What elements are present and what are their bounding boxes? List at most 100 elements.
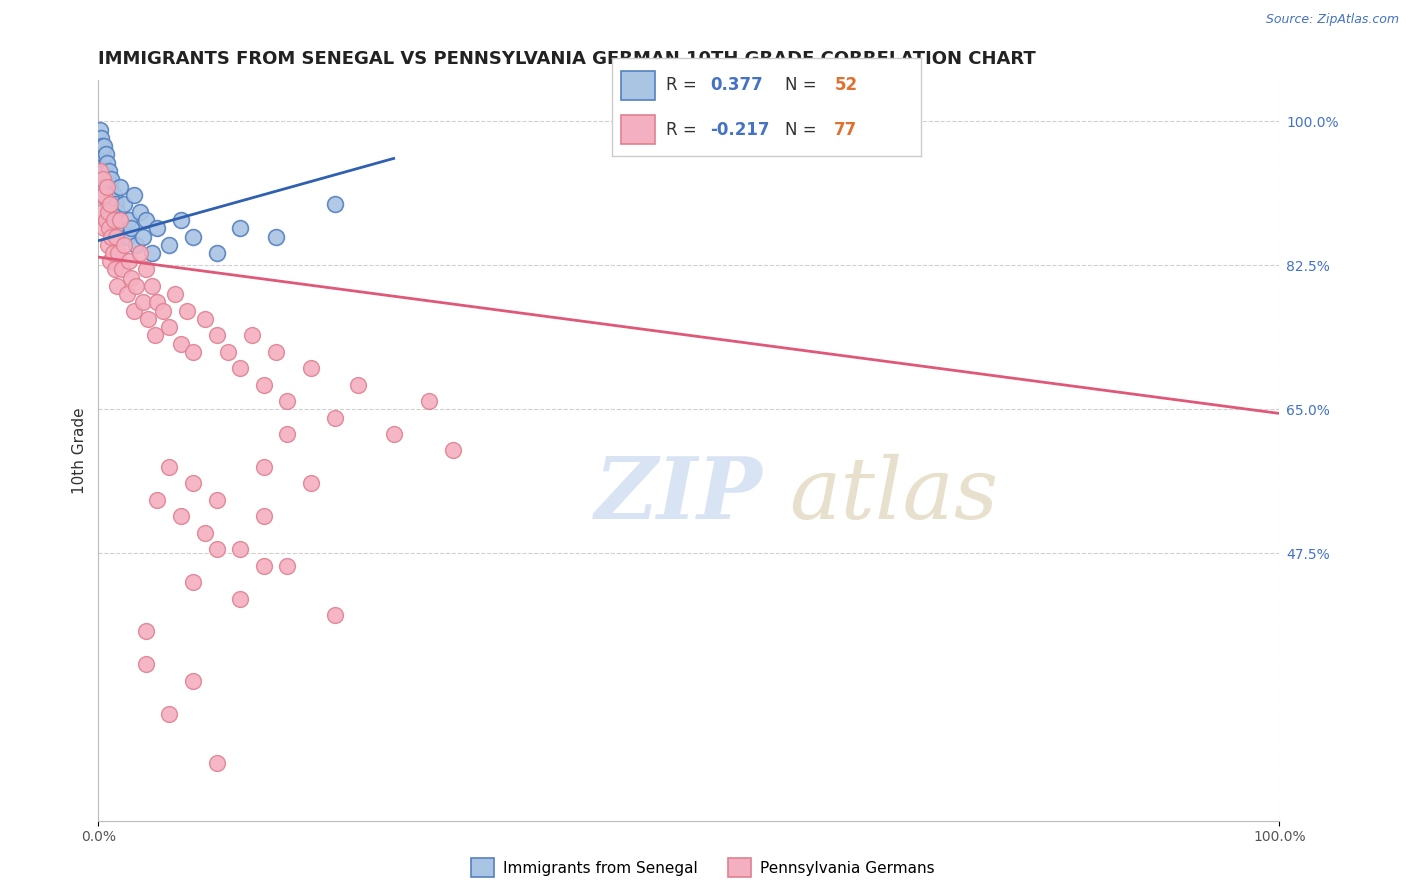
Point bbox=[157, 459, 180, 474]
Text: R =: R = bbox=[666, 77, 702, 95]
Point bbox=[91, 180, 114, 194]
Point bbox=[135, 213, 157, 227]
Point bbox=[128, 205, 150, 219]
Point bbox=[98, 163, 121, 178]
Point bbox=[98, 188, 121, 202]
Point bbox=[135, 624, 157, 639]
Point bbox=[96, 180, 118, 194]
Legend: Immigrants from Senegal, Pennsylvania Germans: Immigrants from Senegal, Pennsylvania Ge… bbox=[465, 852, 941, 883]
Point bbox=[276, 427, 298, 442]
Point bbox=[125, 237, 148, 252]
Text: 0.377: 0.377 bbox=[710, 77, 763, 95]
Point bbox=[146, 295, 169, 310]
Point bbox=[98, 205, 121, 219]
Point bbox=[141, 246, 163, 260]
Point bbox=[108, 213, 131, 227]
Point bbox=[94, 213, 117, 227]
Point bbox=[253, 377, 276, 392]
Point bbox=[91, 147, 114, 161]
Point bbox=[98, 180, 121, 194]
Point bbox=[94, 147, 117, 161]
Text: IMMIGRANTS FROM SENEGAL VS PENNSYLVANIA GERMAN 10TH GRADE CORRELATION CHART: IMMIGRANTS FROM SENEGAL VS PENNSYLVANIA … bbox=[98, 50, 1036, 68]
Point bbox=[229, 361, 252, 376]
FancyBboxPatch shape bbox=[621, 70, 655, 100]
Point bbox=[135, 262, 157, 277]
Point bbox=[122, 188, 145, 202]
Point bbox=[89, 139, 111, 153]
Point bbox=[181, 344, 204, 359]
Point bbox=[112, 237, 135, 252]
Point bbox=[152, 303, 174, 318]
Point bbox=[181, 673, 204, 688]
Text: R =: R = bbox=[666, 120, 702, 138]
Point bbox=[205, 756, 228, 770]
Point bbox=[93, 163, 115, 178]
Point bbox=[97, 196, 120, 211]
Point bbox=[143, 328, 166, 343]
Point bbox=[205, 328, 228, 343]
Y-axis label: 10th Grade: 10th Grade bbox=[72, 407, 87, 494]
Point bbox=[90, 155, 112, 169]
Point bbox=[104, 221, 127, 235]
Point bbox=[118, 254, 141, 268]
Point bbox=[347, 377, 370, 392]
Point bbox=[170, 213, 193, 227]
Point bbox=[105, 279, 128, 293]
Point bbox=[217, 344, 239, 359]
Point bbox=[104, 262, 127, 277]
Point bbox=[103, 213, 125, 227]
Point bbox=[176, 303, 198, 318]
Point bbox=[299, 476, 322, 491]
Point bbox=[253, 459, 276, 474]
Point bbox=[90, 131, 112, 145]
Point bbox=[157, 320, 180, 334]
Point bbox=[93, 221, 115, 235]
Point bbox=[111, 221, 134, 235]
Point bbox=[105, 229, 128, 244]
Point bbox=[264, 229, 287, 244]
Point bbox=[135, 657, 157, 672]
Point bbox=[276, 558, 298, 573]
Point bbox=[181, 476, 204, 491]
Point bbox=[90, 147, 112, 161]
Point bbox=[276, 394, 298, 409]
Point bbox=[132, 295, 155, 310]
Point bbox=[253, 509, 276, 524]
Point bbox=[205, 542, 228, 557]
Point bbox=[181, 229, 204, 244]
Point bbox=[118, 213, 141, 227]
Point bbox=[93, 188, 115, 202]
Point bbox=[101, 246, 124, 260]
Point bbox=[323, 410, 346, 425]
Point bbox=[157, 706, 180, 721]
Point bbox=[97, 205, 120, 219]
Point bbox=[100, 172, 122, 186]
Point bbox=[240, 328, 263, 343]
Point bbox=[253, 558, 276, 573]
Text: Source: ZipAtlas.com: Source: ZipAtlas.com bbox=[1265, 13, 1399, 27]
Text: 52: 52 bbox=[834, 77, 858, 95]
Point bbox=[229, 591, 252, 606]
Point bbox=[128, 246, 150, 260]
Point bbox=[91, 172, 114, 186]
Point bbox=[170, 509, 193, 524]
Point bbox=[122, 303, 145, 318]
Point bbox=[94, 172, 117, 186]
Point bbox=[299, 361, 322, 376]
Point bbox=[98, 221, 121, 235]
Point bbox=[157, 237, 180, 252]
Point bbox=[205, 492, 228, 507]
FancyBboxPatch shape bbox=[621, 115, 655, 145]
Point bbox=[170, 336, 193, 351]
Point bbox=[91, 205, 114, 219]
Text: -0.217: -0.217 bbox=[710, 120, 770, 138]
Point bbox=[132, 229, 155, 244]
Point bbox=[111, 262, 134, 277]
Point bbox=[107, 213, 129, 227]
Point bbox=[96, 155, 118, 169]
Point bbox=[229, 542, 252, 557]
Point bbox=[194, 525, 217, 540]
Point bbox=[105, 196, 128, 211]
Point bbox=[382, 427, 405, 442]
Text: N =: N = bbox=[785, 77, 821, 95]
